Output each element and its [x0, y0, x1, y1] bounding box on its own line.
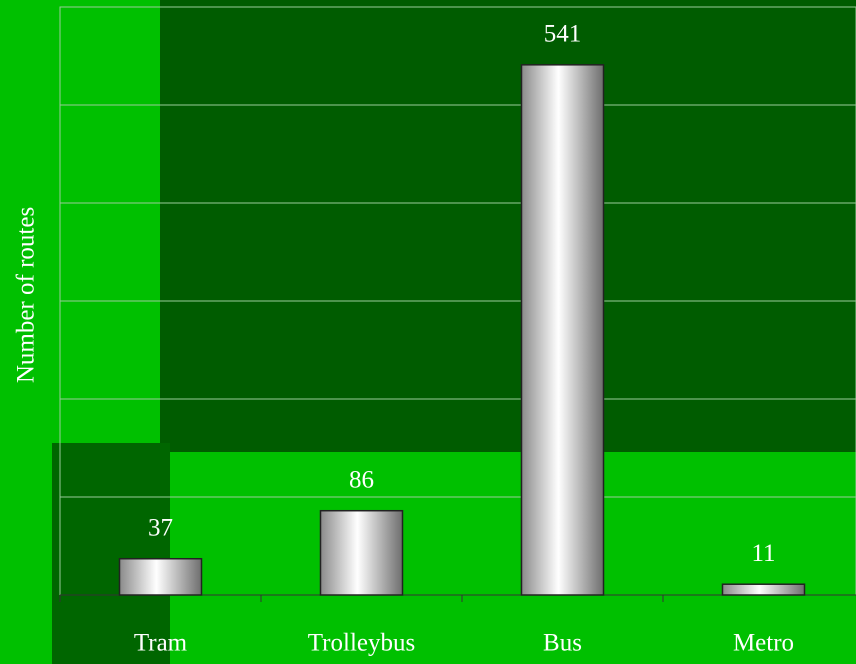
x-tick-label: Bus: [543, 630, 582, 657]
value-label: 11: [751, 540, 775, 567]
bar: [319, 509, 404, 596]
value-label: 86: [349, 466, 374, 493]
x-tick-label: Metro: [733, 630, 794, 657]
background-panel: [160, 0, 856, 452]
x-tick-label: Trolleybus: [308, 630, 415, 657]
y-axis-label: Number of routes: [13, 207, 40, 383]
value-label: 37: [148, 514, 173, 541]
bar: [118, 557, 203, 596]
bar: [721, 583, 806, 596]
background-panel: [52, 443, 170, 664]
value-label: 541: [544, 21, 582, 48]
bar: [520, 64, 605, 596]
x-tick-label: Tram: [134, 630, 188, 657]
